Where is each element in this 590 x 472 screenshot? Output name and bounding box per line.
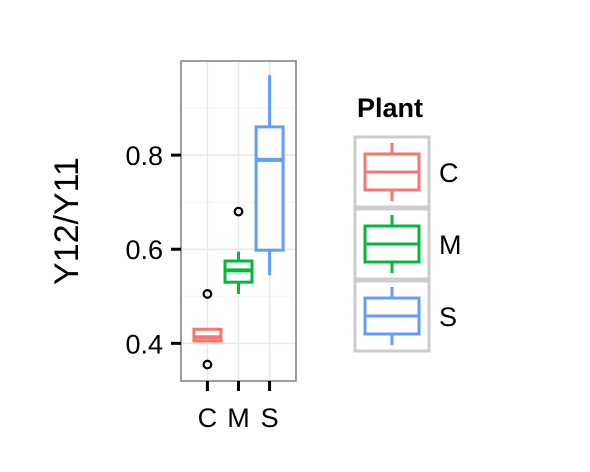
y-tick-label: 0.6 <box>125 235 163 265</box>
x-tick-label: M <box>227 403 250 433</box>
y-axis: 0.4 0.6 0.8 <box>125 141 181 359</box>
box-C <box>192 289 223 370</box>
box-body <box>254 125 285 252</box>
legend-label: S <box>439 302 457 332</box>
box-M <box>223 206 254 294</box>
outlier-point <box>202 289 213 299</box>
legend-label: C <box>439 158 459 188</box>
x-tick-label: S <box>261 403 279 433</box>
y-tick-label: 0.8 <box>125 141 163 171</box>
legend: Plant C M S <box>353 93 462 353</box>
legend-entry-S: S <box>353 279 457 353</box>
outlier-point <box>233 206 244 217</box>
boxes <box>192 75 285 370</box>
y-axis-title: Y12/Y11 <box>48 157 86 285</box>
x-tick-label: C <box>198 403 218 433</box>
outlier-point <box>202 359 213 370</box>
legend-entry-M: M <box>353 207 462 281</box>
box-body <box>192 327 223 343</box>
legend-label: M <box>439 230 462 260</box>
legend-entry-C: C <box>353 135 459 209</box>
box-S <box>254 75 285 276</box>
y-tick-label: 0.4 <box>125 329 163 359</box>
legend-title: Plant <box>357 93 423 123</box>
